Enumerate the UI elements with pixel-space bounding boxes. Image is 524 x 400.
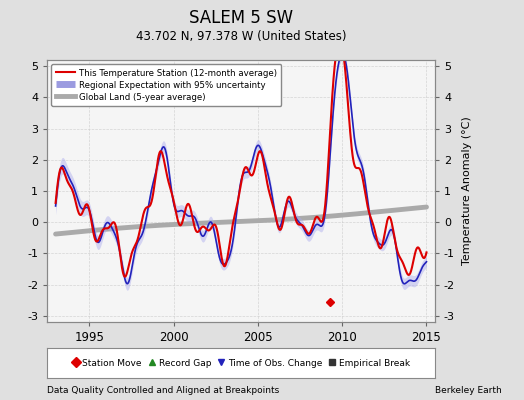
Legend: This Temperature Station (12-month average), Regional Expectation with 95% uncer: This Temperature Station (12-month avera… bbox=[51, 64, 281, 106]
Text: Data Quality Controlled and Aligned at Breakpoints: Data Quality Controlled and Aligned at B… bbox=[47, 386, 279, 395]
Text: Berkeley Earth: Berkeley Earth bbox=[435, 386, 501, 395]
Y-axis label: Temperature Anomaly (°C): Temperature Anomaly (°C) bbox=[462, 117, 472, 265]
Text: SALEM 5 SW: SALEM 5 SW bbox=[189, 9, 293, 27]
Legend: Station Move, Record Gap, Time of Obs. Change, Empirical Break: Station Move, Record Gap, Time of Obs. C… bbox=[69, 356, 413, 370]
Text: 43.702 N, 97.378 W (United States): 43.702 N, 97.378 W (United States) bbox=[136, 30, 346, 43]
